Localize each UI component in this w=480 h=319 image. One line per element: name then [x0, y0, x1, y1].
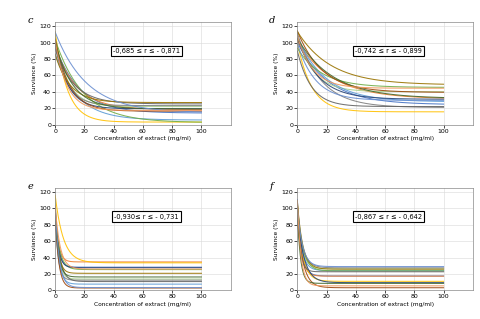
X-axis label: Concentration of extract (mg/ml): Concentration of extract (mg/ml)	[95, 136, 192, 141]
X-axis label: Concentration of extract (mg/ml): Concentration of extract (mg/ml)	[336, 301, 433, 307]
Text: e: e	[27, 182, 33, 191]
Y-axis label: Surviance (%): Surviance (%)	[32, 219, 37, 260]
Text: f: f	[269, 182, 273, 191]
Text: -0,867 ≤ r ≤ - 0,642: -0,867 ≤ r ≤ - 0,642	[355, 214, 422, 219]
Text: -0,742 ≤ r ≤ - 0,899: -0,742 ≤ r ≤ - 0,899	[355, 48, 422, 54]
X-axis label: Concentration of extract (mg/ml): Concentration of extract (mg/ml)	[336, 136, 433, 141]
Text: c: c	[27, 16, 33, 25]
Text: -0,685 ≤ r ≤ - 0,871: -0,685 ≤ r ≤ - 0,871	[113, 48, 180, 54]
Y-axis label: Surviance (%): Surviance (%)	[275, 219, 279, 260]
X-axis label: Concentration of extract (mg/ml): Concentration of extract (mg/ml)	[95, 301, 192, 307]
Y-axis label: Surviance (%): Surviance (%)	[32, 53, 37, 94]
Text: d: d	[269, 16, 276, 25]
Y-axis label: Surviance (%): Surviance (%)	[275, 53, 279, 94]
Text: -0,930≤ r ≤ - 0,731: -0,930≤ r ≤ - 0,731	[114, 214, 179, 219]
